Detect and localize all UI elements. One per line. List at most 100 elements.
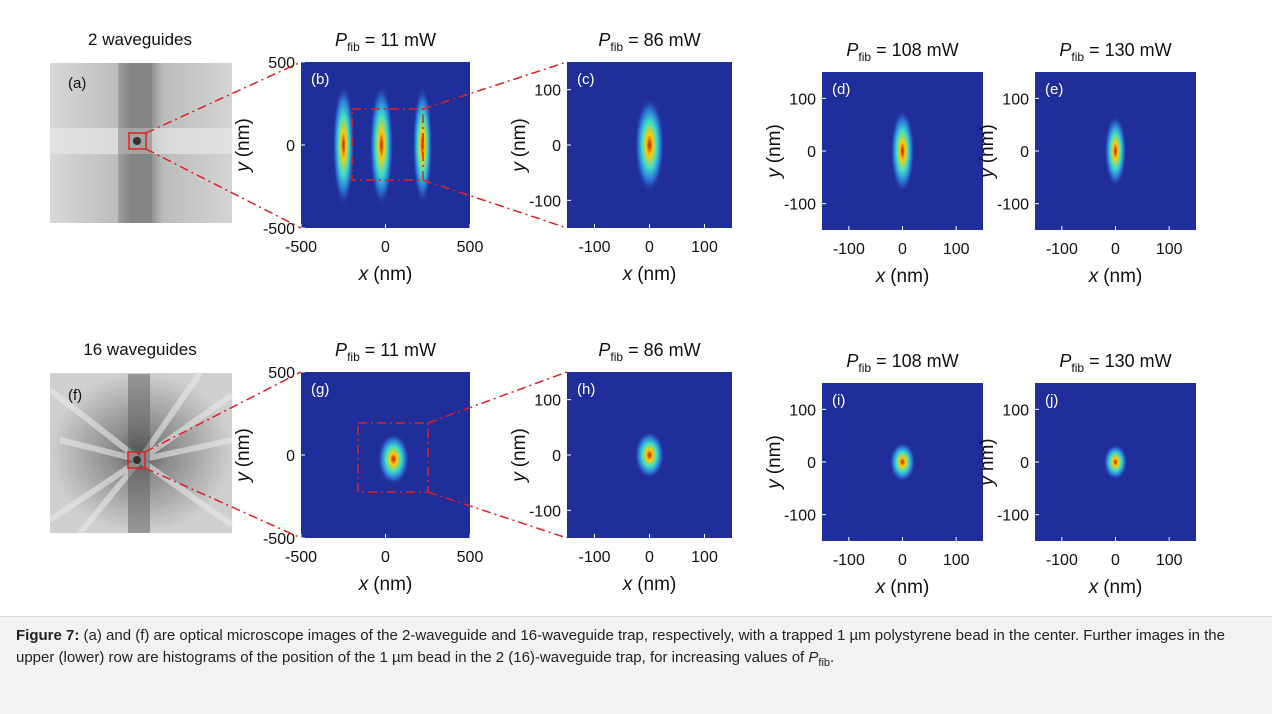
x-tick-label: 100 xyxy=(943,241,970,258)
caption-end: . xyxy=(830,649,835,666)
axis-unit: (nm) xyxy=(509,428,530,467)
power-value: 108 mW xyxy=(892,351,959,371)
equals: = xyxy=(365,30,376,50)
y-tick-label: 500 xyxy=(268,365,295,382)
y-tick-label: 0 xyxy=(552,138,561,155)
caption-symbol: P xyxy=(808,649,819,666)
y-tick-label: 0 xyxy=(1020,455,1029,472)
y-tick-label: -100 xyxy=(529,193,561,210)
axis-variable: x xyxy=(358,264,370,285)
y-tick-label: 0 xyxy=(807,455,816,472)
y-axis-label: y (nm) xyxy=(977,124,998,180)
axis-variable: x xyxy=(1088,266,1100,287)
y-axis-label: y (nm) xyxy=(233,428,254,484)
x-axis-label: x (nm) xyxy=(358,574,413,595)
x-tick-label: 100 xyxy=(1156,241,1183,258)
x-tick-label: 100 xyxy=(1156,552,1183,569)
y-axis-label: y nm) xyxy=(977,438,998,487)
axis-variable: x xyxy=(875,577,887,598)
axis-variable: x xyxy=(622,574,634,595)
y-tick-label: 0 xyxy=(286,138,295,155)
power-value: 11 mW xyxy=(380,30,436,50)
histogram-panel: (j) Pfib = 130 mW -100 0 100 -100 0 100 x (nm) y nm) xyxy=(977,351,1196,598)
x-tick-label: -500 xyxy=(285,239,317,256)
x-tick-label: 500 xyxy=(457,239,484,256)
axis-variable: y xyxy=(509,161,530,174)
axis-unit: (nm) xyxy=(233,428,254,467)
panel-title: Pfib = 11 mW xyxy=(335,30,436,54)
power-symbol: P xyxy=(598,30,610,50)
x-tick-label: 0 xyxy=(1111,552,1120,569)
x-tick-label: 100 xyxy=(691,239,718,256)
caption-label: Figure 7: xyxy=(16,627,80,644)
y-tick-label: 0 xyxy=(807,144,816,161)
panel-letter: (a) xyxy=(68,75,86,92)
axis-unit: (nm) xyxy=(637,264,676,285)
panel-letter: (b) xyxy=(311,71,329,88)
panel-title: Pfib = 86 mW xyxy=(598,30,700,54)
axis-unit: (nm) xyxy=(373,574,412,595)
microscope-image xyxy=(48,371,234,535)
power-symbol: P xyxy=(598,340,610,360)
y-tick-label: -100 xyxy=(529,503,561,520)
x-tick-label: -100 xyxy=(833,552,865,569)
axis-unit: (nm) xyxy=(764,435,785,474)
power-subscript: fib xyxy=(610,350,623,364)
heatmap-density xyxy=(890,109,915,193)
heatmap-density xyxy=(369,83,394,207)
heatmap-density xyxy=(634,97,665,193)
panel-title: Pfib = 11 mW xyxy=(335,340,436,364)
axis-unit: nm) xyxy=(977,438,998,471)
axis-variable: y xyxy=(509,471,530,484)
zoom-lines xyxy=(144,61,568,539)
x-tick-label: -100 xyxy=(833,241,865,258)
y-tick-label: -100 xyxy=(784,197,816,214)
panel-letter: (i) xyxy=(832,392,845,409)
axis-variable: y xyxy=(764,167,785,180)
panel-title: Pfib = 86 mW xyxy=(598,340,700,364)
y-axis-label: y (nm) xyxy=(509,118,530,174)
x-tick-label: -100 xyxy=(1046,241,1078,258)
panel-letter: (d) xyxy=(832,81,850,98)
power-symbol: P xyxy=(1059,351,1071,371)
axis-unit: (nm) xyxy=(373,264,412,285)
power-subscript: fib xyxy=(347,350,360,364)
panel-title: Pfib = 108 mW xyxy=(846,351,958,375)
x-axis-label: x (nm) xyxy=(622,264,677,285)
x-tick-label: 0 xyxy=(898,552,907,569)
axis-unit: (nm) xyxy=(233,118,254,157)
zoom-box xyxy=(357,422,429,493)
power-subscript: fib xyxy=(347,40,360,54)
heatmap-density xyxy=(1103,444,1128,480)
power-value: 130 mW xyxy=(1105,40,1172,60)
power-value: 130 mW xyxy=(1105,351,1172,371)
microscope-image xyxy=(50,63,232,223)
power-value: 86 mW xyxy=(644,340,701,360)
y-tick-label: -100 xyxy=(997,197,1029,214)
axis-unit: (nm) xyxy=(637,574,676,595)
x-tick-label: -500 xyxy=(285,549,317,566)
y-tick-label: -100 xyxy=(997,508,1029,525)
axis-unit: (nm) xyxy=(1103,266,1142,287)
y-tick-label: -500 xyxy=(263,531,295,548)
x-tick-label: 0 xyxy=(898,241,907,258)
x-tick-label: -100 xyxy=(1046,552,1078,569)
axis-unit: (nm) xyxy=(1103,577,1142,598)
panel-letter: (f) xyxy=(68,387,82,404)
heatmap-density xyxy=(889,442,916,482)
y-tick-label: 0 xyxy=(286,448,295,465)
power-subscript: fib xyxy=(610,40,623,54)
panel-title: Pfib = 130 mW xyxy=(1059,351,1171,375)
axis-variable: x xyxy=(622,264,634,285)
x-axis-label: x (nm) xyxy=(358,264,413,285)
heatmap-density xyxy=(634,431,665,479)
x-axis-label: x (nm) xyxy=(1088,577,1143,598)
x-tick-label: 500 xyxy=(457,549,484,566)
equals: = xyxy=(1089,40,1100,60)
